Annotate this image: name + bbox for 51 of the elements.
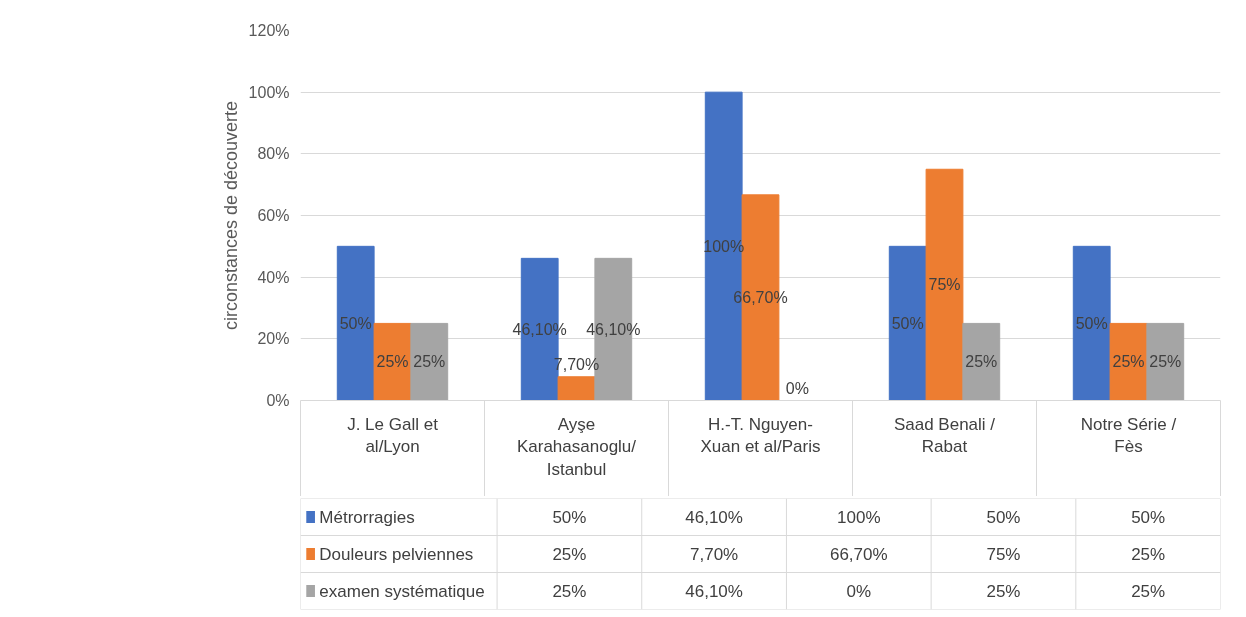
x-tick-label: J. Le Gall et al/Lyon: [347, 414, 439, 457]
bar: [373, 322, 412, 401]
legend-label: Douleurs pelviennes: [319, 544, 474, 564]
bar: [557, 376, 596, 401]
y-tick-label: 120%: [248, 22, 290, 39]
data-label: 50%: [339, 314, 372, 332]
x-tick-label: Notre Série / Fès: [1080, 414, 1177, 457]
data-label: 25%: [1112, 353, 1145, 371]
text: 50%: [1131, 507, 1166, 527]
text: 46,10%: [685, 581, 743, 601]
y-tick-label: 40%: [257, 268, 290, 286]
bar: [888, 245, 927, 401]
y-tick-label: 0%: [266, 392, 290, 409]
text: 50%: [552, 507, 587, 527]
bar: [962, 322, 1001, 401]
text: 46,10%: [685, 507, 743, 527]
bar: [336, 245, 375, 401]
text: 75%: [986, 544, 1021, 564]
x-tick-label: Saad Benali / Rabat: [893, 414, 996, 457]
y-axis-title: circonstances de découverte: [220, 100, 241, 331]
text: 25%: [552, 544, 587, 564]
data-label: 25%: [413, 353, 446, 371]
bar: [410, 322, 449, 401]
bar: [925, 168, 964, 401]
text: 100%: [837, 507, 881, 527]
data-label: 25%: [1149, 353, 1182, 371]
x-tick-label: H.-T. Nguyen-Xuan et al/Paris: [700, 414, 821, 457]
data-label: 25%: [376, 353, 409, 371]
y-tick-label: 80%: [257, 145, 290, 163]
data-label: 50%: [891, 314, 924, 332]
legend-label: examen systématique: [319, 581, 485, 601]
data-label: 25%: [965, 353, 998, 371]
text: 25%: [552, 581, 587, 601]
bar: [1072, 245, 1111, 401]
data-label: 0%: [785, 379, 809, 397]
data-label: 75%: [928, 276, 961, 294]
text: 25%: [986, 581, 1021, 601]
text: 7,70%: [690, 544, 739, 564]
bar: [1109, 322, 1148, 401]
text: 25%: [1131, 581, 1166, 601]
x-tick-label: Ayşe Karahasanoglu/ Istanbul: [516, 414, 637, 480]
y-tick-label: 60%: [257, 207, 290, 224]
y-tick-label: 100%: [248, 83, 290, 101]
text: 50%: [986, 507, 1021, 527]
bar: [1146, 322, 1185, 401]
text: 25%: [1131, 544, 1166, 564]
data-label: 50%: [1075, 314, 1108, 332]
legend-label: Métrorragies: [319, 507, 415, 527]
y-tick-label: 20%: [257, 330, 290, 348]
text: 0%: [846, 581, 872, 601]
text: 66,70%: [829, 544, 888, 564]
